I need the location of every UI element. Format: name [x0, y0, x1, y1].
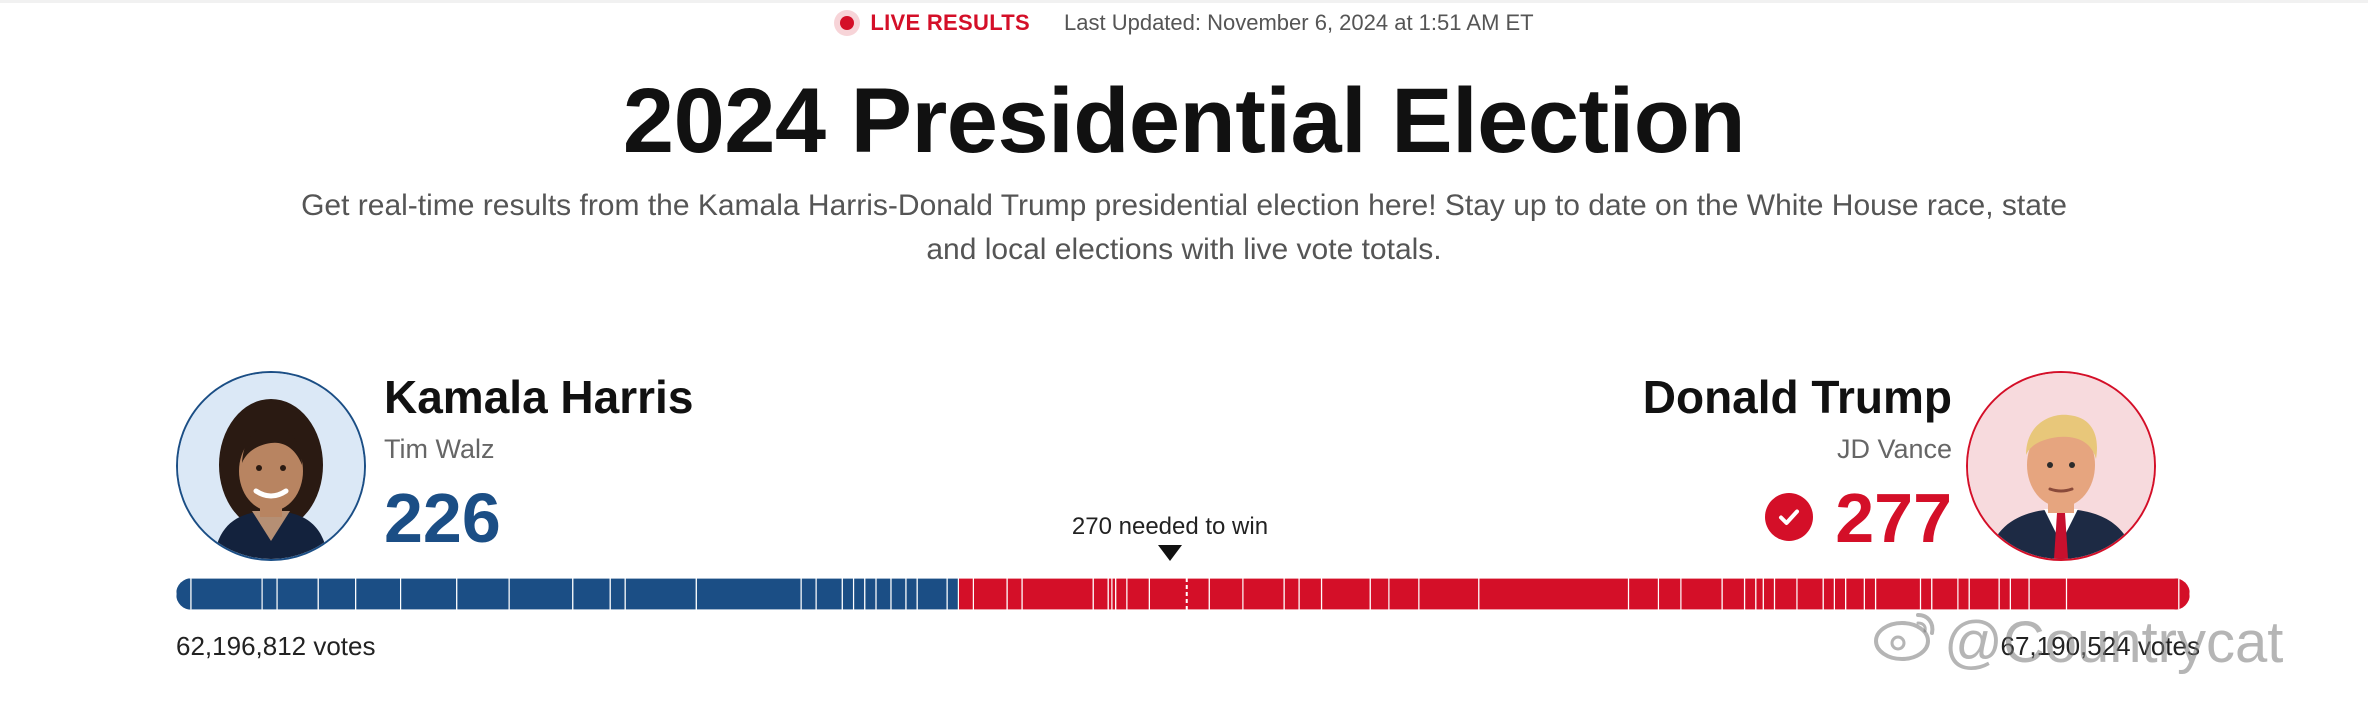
harris-state-segment[interactable] [624, 578, 697, 610]
trump-state-segment[interactable] [2009, 578, 2030, 610]
trump-state-segment[interactable] [1931, 578, 1959, 610]
trump-state-segment[interactable] [1762, 578, 1776, 610]
harris-state-segment[interactable] [800, 578, 817, 610]
harris-state-segment[interactable] [276, 578, 319, 610]
harris-electoral-votes: 226 [384, 479, 501, 557]
harris-state-segment[interactable] [841, 578, 855, 610]
harris-state-segment[interactable] [572, 578, 611, 610]
trump-state-segment[interactable] [2178, 578, 2190, 610]
harris-state-segment[interactable] [695, 578, 802, 610]
trump-state-segment[interactable] [1998, 578, 2011, 610]
live-results-label: LIVE RESULTS [870, 10, 1031, 35]
trump-state-segment[interactable] [1919, 578, 1933, 610]
trump-state-segment[interactable] [1388, 578, 1420, 610]
trump-state-segment[interactable] [1021, 578, 1094, 610]
harris-avatar [176, 371, 366, 561]
trump-state-segment[interactable] [1680, 578, 1723, 610]
trump-state-segment[interactable] [1242, 578, 1285, 610]
harris-state-segment[interactable] [261, 578, 278, 610]
trump-state-segment[interactable] [1369, 578, 1390, 610]
trump-state-segment[interactable] [2065, 578, 2180, 610]
trump-state-segment[interactable] [1283, 578, 1300, 610]
harris-state-segment[interactable] [916, 578, 948, 610]
harris-state-segment[interactable] [317, 578, 357, 610]
harris-state-segment[interactable] [400, 578, 458, 610]
trump-state-segment[interactable] [1721, 578, 1746, 610]
harris-running-mate: Tim Walz [384, 434, 495, 464]
harris-state-segment[interactable] [815, 578, 843, 610]
trump-state-segment[interactable] [1006, 578, 1023, 610]
harris-popular-votes: 62,196,812 votes [176, 631, 376, 661]
trump-state-segment[interactable] [1478, 578, 1630, 610]
harris-state-segment[interactable] [864, 578, 877, 610]
trump-state-segment[interactable] [1844, 578, 1865, 610]
weibo-logo-icon [1872, 607, 1938, 677]
harris-state-segment[interactable] [852, 578, 866, 610]
live-indicator: LIVE RESULTS [834, 10, 1030, 36]
needed-to-win-marker [1158, 545, 1182, 561]
trump-state-segment[interactable] [957, 578, 974, 610]
trump-state-segment[interactable] [1874, 578, 1922, 610]
trump-name: Donald Trump [1642, 371, 1952, 423]
trump-state-segment[interactable] [1863, 578, 1877, 610]
status-row: LIVE RESULTS Last Updated: November 6, 2… [0, 8, 2368, 38]
trump-state-segment[interactable] [1743, 578, 1757, 610]
harris-state-segment[interactable] [905, 578, 918, 610]
trump-state-segment[interactable] [1126, 578, 1150, 610]
trump-avatar [1966, 371, 2156, 561]
trump-state-segment[interactable] [1115, 578, 1128, 610]
page-description: Get real-time results from the Kamala Ha… [301, 189, 2067, 266]
harris-state-segment[interactable] [355, 578, 402, 610]
trump-state-segment[interactable] [1796, 578, 1824, 610]
top-border [0, 0, 2368, 3]
trump-state-segment[interactable] [1968, 578, 2000, 610]
trump-state-segment[interactable] [1822, 578, 1835, 610]
live-dot-icon [834, 10, 861, 36]
winner-check-icon [1765, 493, 1813, 541]
harris-state-segment[interactable] [190, 578, 263, 610]
trump-state-segment[interactable] [1418, 578, 1480, 610]
harris-state-segment[interactable] [609, 578, 626, 610]
harris-state-segment[interactable] [890, 578, 907, 610]
trump-state-segment[interactable] [2028, 578, 2068, 610]
trump-state-segment[interactable] [1092, 578, 1109, 610]
trump-state-segment[interactable] [1833, 578, 1847, 610]
harris-state-segment[interactable] [508, 578, 574, 610]
trump-state-segment[interactable] [1208, 578, 1244, 610]
trump-state-segment[interactable] [1957, 578, 1970, 610]
trump-popular-votes: 67,190,524 votes [2000, 631, 2201, 661]
last-updated-text: Last Updated: November 6, 2024 at 1:51 A… [1064, 10, 1534, 35]
trump-state-segment[interactable] [1298, 578, 1323, 610]
needed-to-win-label: 270 needed to win [1071, 513, 1269, 540]
trump-state-segment[interactable] [1755, 578, 1764, 610]
trump-running-mate: JD Vance [1836, 434, 1952, 464]
trump-state-segment[interactable] [1320, 578, 1371, 610]
harris-state-segment[interactable] [456, 578, 510, 610]
trump-state-segment[interactable] [1657, 578, 1682, 610]
trump-state-segment[interactable] [1627, 578, 1660, 610]
harris-state-segment[interactable] [875, 578, 892, 610]
electoral-vote-bar [176, 578, 2190, 610]
watermark: @Countrycat [1872, 607, 2283, 677]
watermark-text: @Countrycat [1944, 609, 2284, 675]
trump-state-segment[interactable] [1773, 578, 1798, 610]
page-title: 2024 Presidential Election [622, 70, 1746, 172]
trump-state-segment[interactable] [972, 578, 1008, 610]
harris-name: Kamala Harris [384, 371, 694, 423]
trump-electoral-votes: 277 [1835, 479, 1952, 557]
trump-state-segment[interactable] [1148, 578, 1210, 610]
harris-state-segment[interactable] [176, 578, 192, 610]
